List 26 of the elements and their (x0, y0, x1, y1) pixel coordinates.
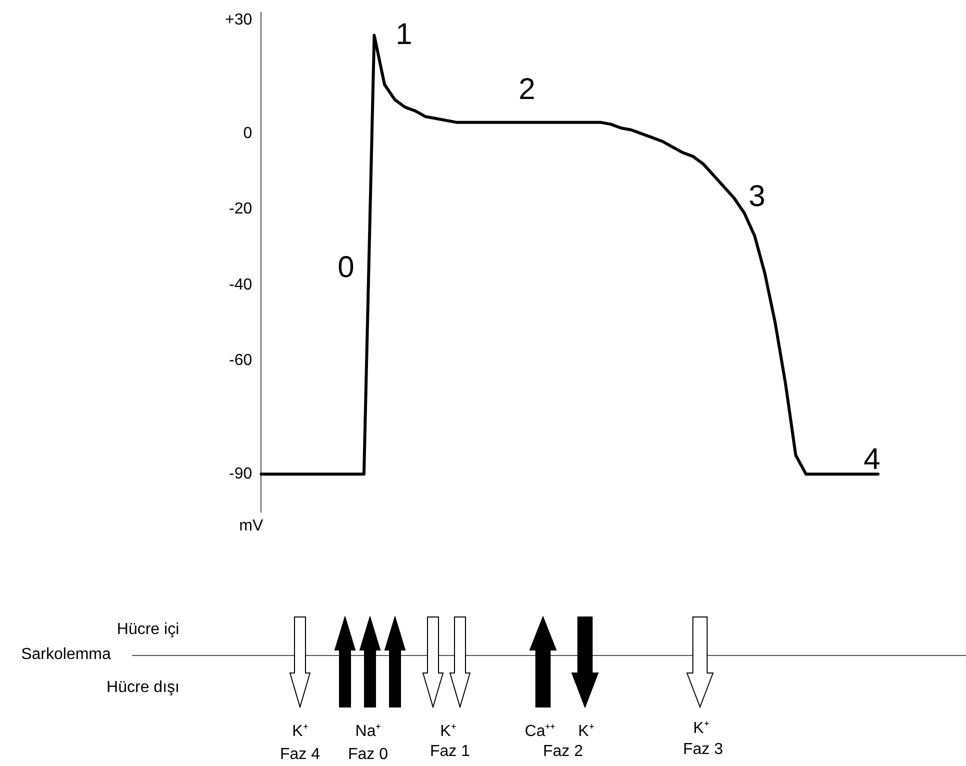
y-tick-label: +30 (225, 12, 252, 29)
text: Faz 4 (280, 746, 320, 764)
text: K⁺ (292, 722, 308, 741)
annotation: 1 (396, 18, 412, 52)
text: Hücre dışı (106, 679, 180, 697)
text: K⁺ (693, 719, 709, 738)
y-axis-title: mV (239, 517, 264, 534)
text: K⁺ (578, 722, 594, 741)
y-tick-label: 0 (243, 125, 252, 142)
text: Na⁺ (355, 722, 381, 741)
annotation: 3 (748, 180, 766, 214)
y-tick-label: -20 (229, 200, 252, 218)
annotation: 2 (518, 73, 536, 107)
y-tick-label: -40 (229, 276, 252, 294)
text: Faz 2 (542, 743, 584, 761)
y-tick-label: -90 (229, 466, 252, 483)
y-tick-label: -60 (229, 352, 252, 370)
annotation: 0 (338, 251, 354, 285)
text: Faz 0 (348, 746, 388, 764)
text: Faz 3 (682, 741, 724, 759)
annotation: 4 (864, 443, 880, 477)
text: Faz 1 (430, 743, 470, 761)
text: K⁺ (440, 722, 456, 741)
text: Ca⁺⁺ (524, 722, 556, 741)
text: Hücre içi (116, 621, 180, 639)
text: Sarkolemma (21, 646, 111, 664)
